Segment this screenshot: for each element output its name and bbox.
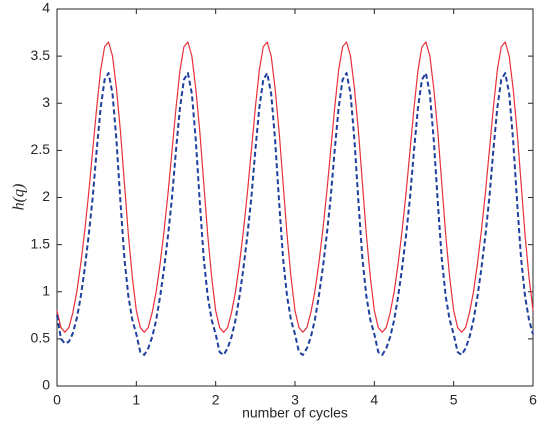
x-tick-label: 1: [132, 392, 140, 408]
y-tick-label: 3.5: [31, 47, 51, 63]
series-line: [56, 72, 534, 356]
x-tick-label: 0: [53, 392, 61, 408]
y-tick-label: 0: [42, 377, 50, 393]
y-tick-label: 2: [42, 188, 50, 204]
y-axis-label: h(q): [11, 184, 28, 211]
x-tick-label: 2: [212, 392, 220, 408]
x-tick-label: 4: [370, 392, 378, 408]
y-tick-label: 1: [42, 282, 50, 298]
plot-area: [56, 8, 534, 387]
y-tick-label: 4: [42, 0, 50, 16]
y-tick-label: 0.5: [31, 330, 51, 346]
series-line: [56, 41, 534, 333]
y-tick-label: 1.5: [31, 235, 51, 251]
x-tick-label: 3: [291, 392, 299, 408]
x-tick-label: 5: [450, 392, 458, 408]
y-tick-label: 3: [42, 94, 50, 110]
x-axis-label: number of cycles: [242, 405, 348, 421]
y-tick-label: 2.5: [31, 141, 51, 157]
x-tick-label: 6: [529, 392, 537, 408]
